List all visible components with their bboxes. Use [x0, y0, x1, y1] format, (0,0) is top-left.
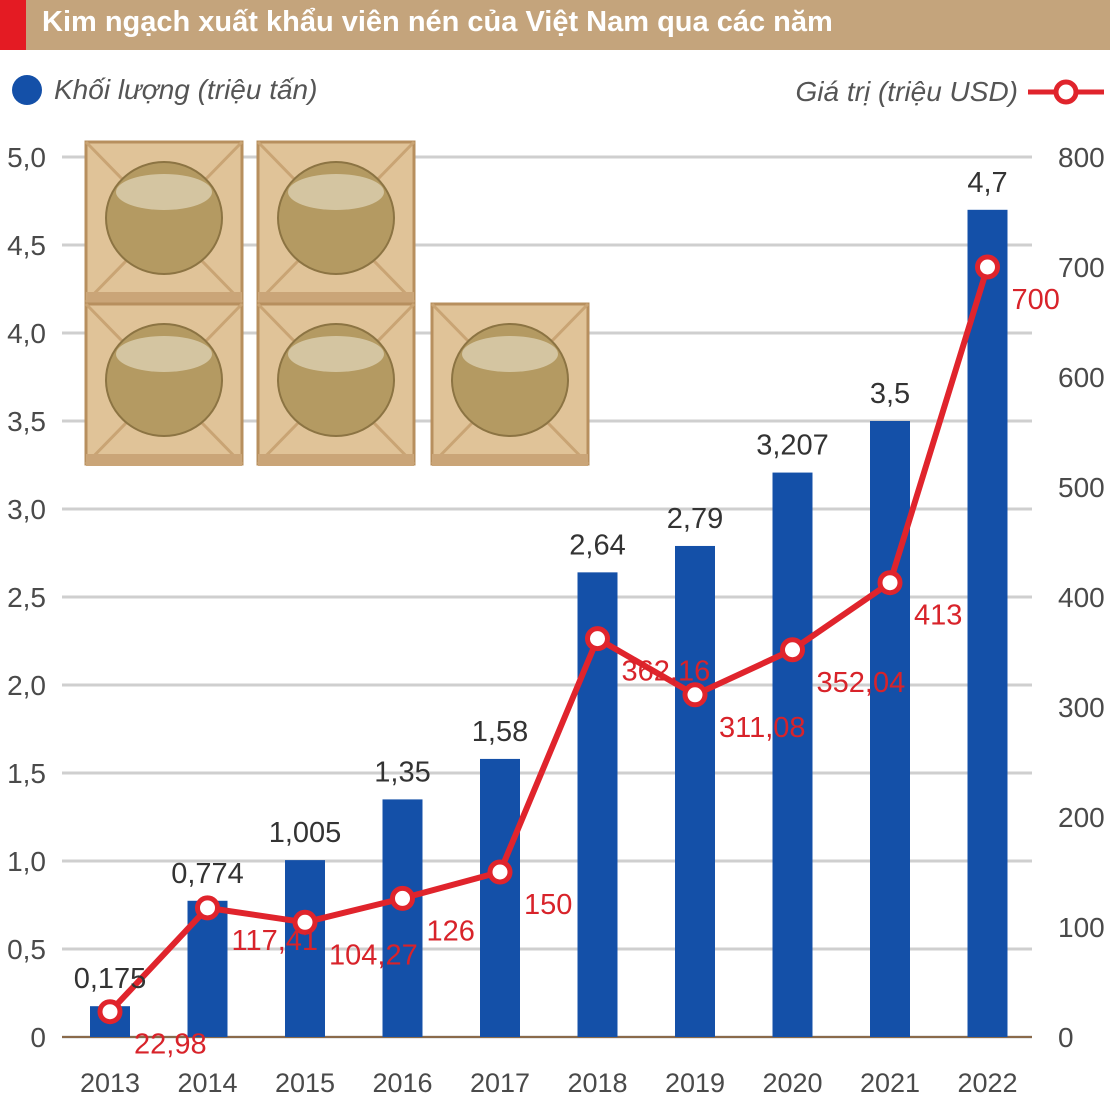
legend-value: Giá trị (triệu USD) — [796, 74, 1106, 110]
volume-data-label: 2,79 — [667, 503, 723, 535]
right-tick-label: 400 — [1058, 582, 1105, 613]
year-tick-label: 2016 — [372, 1068, 432, 1098]
value-series-line — [107, 266, 991, 1014]
volume-data-label: 1,35 — [374, 756, 430, 788]
bar-legend-dot-icon — [12, 75, 42, 105]
data-labels: 0,175 0,774 1,005 1,35 1,58 2,64 2,79 3,207 3,5 4… — [74, 167, 1060, 1061]
value-point — [292, 909, 318, 935]
pellet-sheen — [288, 336, 384, 372]
value-point — [97, 999, 123, 1025]
volume-data-label: 1,005 — [269, 817, 342, 849]
title-bar: Kim ngạch xuất khẩu viên nén của Việt Na… — [0, 0, 1110, 50]
value-point — [390, 885, 415, 911]
value-data-label: 700 — [1012, 284, 1060, 316]
left-tick-label: 3,0 — [7, 494, 46, 525]
value-point — [487, 859, 513, 885]
value-point — [585, 626, 610, 652]
volume-data-label: 3,207 — [756, 430, 829, 462]
year-tick-label: 2021 — [860, 1068, 920, 1098]
left-tick-label: 1,0 — [7, 846, 46, 877]
pellet-sheen — [288, 174, 384, 210]
pallet-base — [86, 454, 242, 466]
year-tick-label: 2019 — [665, 1068, 725, 1098]
year-tick-label: 2015 — [275, 1068, 335, 1098]
value-data-label: 104,27 — [329, 939, 418, 971]
volume-bar — [870, 421, 910, 1037]
volume-bar — [285, 860, 325, 1037]
left-tick-label: 3,5 — [7, 406, 46, 437]
volume-data-label: 3,5 — [870, 378, 910, 410]
pellet-crate-icon — [84, 140, 244, 304]
volume-bar — [675, 545, 715, 1037]
pellet-crate-icon — [256, 140, 416, 304]
pellet-crate-icon — [84, 302, 244, 466]
value-point — [682, 682, 708, 708]
volume-data-label: 2,64 — [569, 529, 625, 561]
pallet-base — [432, 454, 588, 466]
right-tick-label: 100 — [1058, 912, 1105, 943]
value-data-label: 311,08 — [719, 712, 806, 744]
value-point — [975, 254, 1000, 280]
year-tick-label: 2017 — [470, 1068, 530, 1098]
value-data-label: 352,04 — [817, 667, 906, 699]
pellet-sheen — [116, 336, 212, 372]
pellet-crate-icon — [430, 302, 590, 466]
volume-bar — [382, 799, 423, 1037]
year-tick-label: 2020 — [762, 1068, 822, 1098]
value-line — [97, 254, 1000, 1025]
right-tick-label: 700 — [1058, 252, 1105, 283]
right-tick-label: 0 — [1058, 1022, 1074, 1053]
value-point — [195, 895, 220, 921]
value-point — [780, 637, 805, 663]
pallet-base — [258, 454, 414, 466]
legend-volume-label: Khối lượng (triệu tấn) — [54, 74, 318, 105]
right-tick-label: 300 — [1058, 692, 1105, 723]
value-data-label: 413 — [914, 600, 962, 632]
pellet-sheen — [462, 336, 558, 372]
legend-value-label: Giá trị (triệu USD) — [795, 76, 1018, 107]
line-legend-marker-icon — [1028, 79, 1104, 105]
wood-pellet-crates-illustration — [84, 140, 590, 466]
year-tick-label: 2018 — [567, 1068, 627, 1098]
year-tick-label: 2014 — [177, 1068, 237, 1098]
right-tick-label: 800 — [1058, 142, 1105, 173]
volume-data-label: 0,175 — [74, 963, 147, 995]
left-tick-label: 5,0 — [7, 142, 46, 173]
right-tick-label: 500 — [1058, 472, 1105, 503]
value-data-label: 150 — [524, 889, 572, 921]
volume-data-label: 0,774 — [171, 858, 244, 890]
left-tick-label: 1,5 — [7, 758, 46, 789]
volume-data-label: 4,7 — [967, 167, 1007, 199]
right-tick-label: 600 — [1058, 362, 1105, 393]
left-tick-label: 0,5 — [7, 934, 46, 965]
volume-bar — [480, 758, 520, 1037]
legend-volume: Khối lượng (triệu tấn) — [12, 72, 317, 108]
pellet-sheen — [116, 174, 212, 210]
chart-title: Kim ngạch xuất khẩu viên nén của Việt Na… — [42, 6, 833, 38]
pallet-base — [258, 292, 414, 304]
left-tick-label: 4,5 — [7, 230, 46, 261]
value-data-label: 22,98 — [134, 1029, 207, 1061]
left-tick-label: 2,5 — [7, 582, 46, 613]
year-tick-label: 2013 — [80, 1068, 140, 1098]
volume-bar — [967, 209, 1008, 1038]
title-accent-stripe — [0, 0, 26, 50]
value-data-label: 362,16 — [622, 656, 711, 688]
pellet-crate-icon — [256, 302, 416, 466]
volume-bar — [772, 472, 813, 1037]
left-tick-label: 2,0 — [7, 670, 46, 701]
value-point — [877, 570, 903, 596]
value-data-label: 117,41 — [232, 925, 319, 957]
volume-data-label: 1,58 — [472, 716, 528, 748]
left-tick-label: 0 — [30, 1022, 46, 1053]
pallet-base — [86, 292, 242, 304]
volume-bars — [90, 209, 1008, 1038]
value-data-label: 126 — [427, 915, 475, 947]
left-tick-label: 4,0 — [7, 318, 46, 349]
year-tick-label: 2022 — [957, 1068, 1017, 1098]
right-tick-label: 200 — [1058, 802, 1105, 833]
